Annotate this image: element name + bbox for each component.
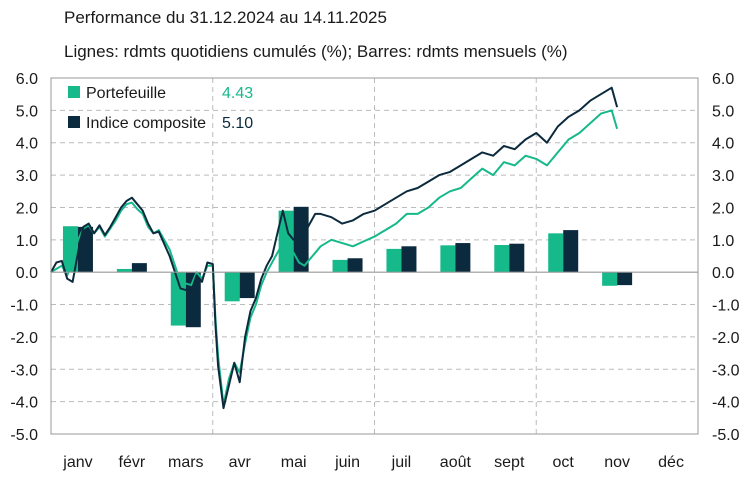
bars bbox=[62, 206, 633, 328]
bar-portfolio bbox=[170, 272, 186, 326]
bar-portfolio bbox=[332, 259, 348, 273]
legend-swatch-portfolio bbox=[68, 86, 80, 98]
x-tick-label: janv bbox=[62, 454, 92, 471]
bar-index bbox=[239, 272, 255, 299]
y-tick-label-right: -5.0 bbox=[712, 427, 740, 444]
x-tick-label: juil bbox=[391, 454, 412, 471]
y-tick-label-left: -3.0 bbox=[10, 362, 38, 379]
x-tick-label: juin bbox=[334, 454, 360, 471]
y-tick-label-right: -2.0 bbox=[712, 330, 740, 347]
legend-label-index: Indice composite bbox=[86, 115, 206, 132]
chart-title: Performance du 31.12.2024 au 14.11.2025 bbox=[64, 8, 387, 27]
x-tick-label: sept bbox=[494, 454, 525, 471]
x-tick-label: déc bbox=[658, 454, 684, 471]
bar-index bbox=[347, 258, 363, 273]
legend-label-portfolio: Portefeuille bbox=[86, 85, 166, 102]
x-tick-label: août bbox=[440, 454, 472, 471]
line-index bbox=[50, 86, 619, 410]
x-tick-label: févr bbox=[119, 454, 146, 471]
bar-index bbox=[455, 243, 471, 273]
y-tick-label-left: 4.0 bbox=[16, 136, 38, 153]
bar-portfolio bbox=[224, 272, 240, 302]
y-tick-label-left: 6.0 bbox=[16, 71, 38, 88]
y-tick-label-right: -4.0 bbox=[712, 395, 740, 412]
y-tick-label-right: -3.0 bbox=[712, 362, 740, 379]
plot-frame bbox=[50, 77, 699, 435]
bar-index bbox=[401, 246, 417, 273]
y-tick-label-right: 2.0 bbox=[712, 200, 734, 217]
y-tick-label-right: 4.0 bbox=[712, 136, 734, 153]
y-tick-label-left: 1.0 bbox=[16, 233, 38, 250]
bar-portfolio bbox=[602, 272, 618, 286]
chart-subtitle: Lignes: rdmts quotidiens cumulés (%); Ba… bbox=[64, 42, 568, 61]
bar-index bbox=[185, 272, 201, 328]
bar-portfolio bbox=[386, 248, 402, 273]
y-tick-label-left: 2.0 bbox=[16, 200, 38, 217]
bar-portfolio bbox=[548, 233, 564, 273]
y-tick-label-right: 5.0 bbox=[712, 103, 734, 120]
legend-value-index: 5.10 bbox=[222, 115, 253, 132]
y-tick-label-left: 3.0 bbox=[16, 168, 38, 185]
bar-portfolio bbox=[440, 245, 456, 273]
lines bbox=[50, 86, 619, 410]
y-tick-label-right: 6.0 bbox=[712, 71, 734, 88]
bar-index bbox=[131, 263, 147, 273]
legend: Portefeuille 4.43 Indice composite 5.10 bbox=[68, 85, 253, 132]
bar-index bbox=[293, 206, 309, 273]
bar-index bbox=[563, 230, 579, 273]
y-tick-label-left: -5.0 bbox=[10, 427, 38, 444]
bar-index bbox=[617, 272, 633, 286]
bar-index bbox=[509, 243, 525, 273]
x-tick-label: oct bbox=[553, 454, 575, 471]
legend-value-portfolio: 4.43 bbox=[222, 85, 253, 102]
x-tick-label: avr bbox=[229, 454, 252, 471]
y-tick-label-right: 0.0 bbox=[712, 265, 734, 282]
bar-portfolio bbox=[62, 226, 78, 273]
bar-portfolio bbox=[278, 210, 294, 273]
legend-swatch-index bbox=[68, 116, 80, 128]
x-tick-label: mars bbox=[168, 454, 204, 471]
y-tick-label-right: 1.0 bbox=[712, 233, 734, 250]
y-tick-label-right: -1.0 bbox=[712, 298, 740, 315]
y-tick-label-left: 0.0 bbox=[16, 265, 38, 282]
y-tick-label-left: -4.0 bbox=[10, 395, 38, 412]
x-tick-label: nov bbox=[604, 454, 630, 471]
y-tick-label-left: -1.0 bbox=[10, 298, 38, 315]
axes: 6.0 6.0 5.0 5.0 4.0 4.0 3.0 3.0 2.0 2.0 1.0 1.0 0.0 0… bbox=[10, 71, 739, 471]
y-tick-label-right: 3.0 bbox=[712, 168, 734, 185]
bar-portfolio bbox=[494, 244, 510, 273]
line-portfolio bbox=[50, 109, 619, 406]
y-tick-label-left: 5.0 bbox=[16, 103, 38, 120]
bar-portfolio bbox=[116, 268, 132, 273]
y-tick-label-left: -2.0 bbox=[10, 330, 38, 347]
x-tick-label: mai bbox=[281, 454, 307, 471]
